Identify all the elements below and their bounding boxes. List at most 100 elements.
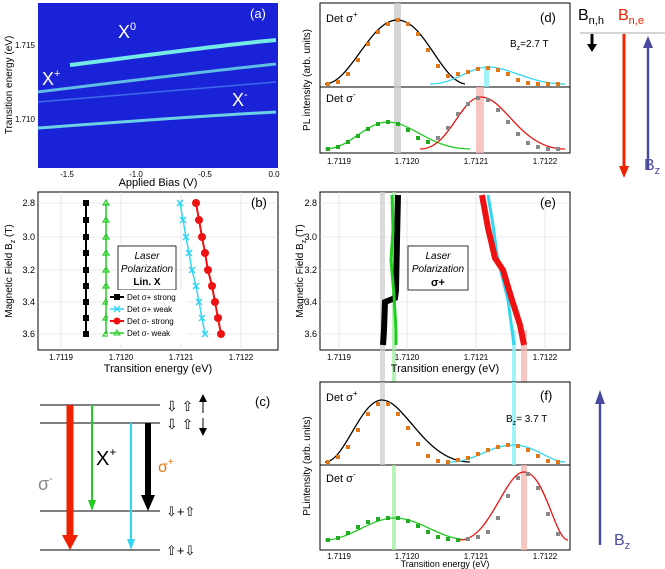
panel-a-xtick-00: 0.0: [268, 170, 280, 179]
panel-f-field: Bz= 3.7 T: [506, 414, 547, 427]
panel-e-xtick-0: 1.7119: [327, 353, 351, 362]
panel-e-ytick-1: 3.0: [304, 232, 317, 242]
panel-e-label: (e): [540, 195, 556, 210]
bz-bottom-label: Bz: [614, 532, 630, 552]
panel-f-bot-det: Det σ-: [326, 470, 356, 485]
panel-a-line-x0: [69, 38, 277, 67]
panel-c-arrow-green-head: [88, 500, 96, 511]
panel-a-ytick-1710: 1.710: [15, 115, 36, 124]
panel-f-data-bot: [326, 472, 560, 542]
panel-a: (a) X0 X+ X- 1.715 1.710 -1.5 -1.0 -0.5 …: [4, 3, 280, 189]
panel-f-cyan-band: [512, 382, 516, 465]
bz-bottom-arrow-head: [595, 390, 605, 404]
panel-f-xtick-2: 1.7121: [464, 552, 489, 561]
panel-e-xlabel: Transition energy (eV): [391, 363, 499, 375]
panel-b-ytick-4: 3.6: [22, 329, 35, 339]
panel-e-ytick-3: 3.4: [304, 297, 317, 307]
panel-b-box-line1: Laser: [134, 251, 160, 262]
panel-d-fit-bot-red: [419, 96, 566, 150]
panel-d-xtick-3: 1.7122: [533, 157, 558, 166]
panel-a-xtick-m10: -1.0: [129, 170, 143, 179]
panel-e-pink-band: [521, 330, 527, 382]
panel-c-label: (c): [255, 394, 270, 409]
panel-f-green-band: [392, 465, 396, 550]
panel-a-xtick-m15: -1.5: [60, 170, 74, 179]
panel-c-state-bot: ⇧+⇩: [166, 543, 195, 558]
panel-a-line-xplus: [37, 62, 277, 94]
panel-b-ylabel: Magnetic Field Bz (T): [4, 224, 17, 318]
panel-e-ytick-2: 3.2: [304, 265, 317, 275]
panel-f-data-top: [326, 402, 560, 464]
bnh-arrow-head: [587, 44, 597, 52]
legend-sminus-strong: Det σ- strong: [127, 317, 174, 326]
panel-b-box-line3: Lin. X: [133, 277, 161, 288]
panel-f-xtick-3: 1.7122: [533, 552, 558, 561]
panel-f: Det σ+ Det σ- (f) Bz= 3.7 T PLintensity …: [302, 381, 571, 569]
panel-e-cyan-band: [512, 330, 516, 382]
panel-b-markers-sminus-weak: [101, 198, 111, 337]
panel-d-data-top: [326, 18, 560, 86]
panel-f-ylabel: PLintensity (arb. units): [302, 416, 313, 516]
panel-e-box-line3: σ+: [431, 277, 445, 289]
panel-c-sigma-plus: σ+: [158, 457, 174, 476]
panel-b-markers-splus-strong: [83, 200, 89, 337]
bne-label: Bn,e: [618, 7, 644, 27]
panel-a-line-faint: [37, 81, 277, 103]
panel-b-xtick-1: 1.7120: [109, 353, 134, 362]
panel-d-frame: [319, 2, 571, 154]
panel-f-gray-band: [380, 382, 385, 465]
panel-e: Laser Polarization σ+ (e) 2.8 3.0 3.2 3.…: [295, 191, 571, 382]
panel-d-pink-band: [476, 87, 484, 153]
panel-f-pink-band: [521, 465, 527, 550]
panel-b-legend: Det σ+ strong Det σ+ weak Det σ- strong …: [108, 290, 188, 344]
panel-b-markers-sminus-strong: [192, 199, 225, 338]
panel-d-ylabel: PL intensity (arb. units): [302, 29, 313, 131]
panel-b-ytick-1: 3.0: [22, 232, 35, 242]
panel-b-ytick-3: 3.4: [22, 297, 35, 307]
panel-d-label: (d): [540, 10, 556, 25]
panel-e-gray-band: [380, 192, 385, 382]
panel-c-state-mid: ⇩+⇧: [166, 504, 195, 519]
panel-b-xtick-2: 1.7121: [169, 353, 194, 362]
panel-b-box-line2: Polarization: [121, 264, 174, 275]
panel-b-xtick-0: 1.7119: [49, 353, 73, 362]
panel-a-xminus-label: X-: [232, 89, 248, 110]
panel-e-xtick-3: 1.7122: [533, 353, 558, 362]
panel-a-line-xminus: [37, 110, 277, 130]
panel-a-ylabel: Transition energy (eV): [4, 36, 15, 135]
panel-c-arrow-black-head: [141, 495, 155, 511]
panel-b-markers-splus-weak: [176, 199, 209, 338]
panel-f-top-det: Det σ+: [326, 389, 358, 404]
panel-b-xlabel: Transition energy (eV): [104, 363, 212, 375]
panel-d-cyan-band: [484, 67, 489, 87]
panel-c-state-top: ⇩ ⇧: [166, 398, 193, 414]
panel-b: Laser Polarization Lin. X Det σ+ strong …: [4, 191, 279, 375]
panel-f-xtick-1: 1.7120: [395, 552, 420, 561]
panel-e-trace-green: [389, 194, 398, 345]
panel-e-xtick-2: 1.7121: [464, 353, 489, 362]
panel-a-xtick-m05: -0.5: [198, 170, 212, 179]
panel-e-ylabel: Magnetic Field Bz (T): [295, 224, 308, 318]
panel-c: (c) ⇩ ⇧ ⇩ ⇧ ⇩+⇧ ⇧+⇩ X+ σ- σ+: [38, 394, 270, 558]
right-schematic: Bn,h Bn,e Bz Bz: [578, 7, 665, 552]
panel-c-xplus: X+: [96, 445, 116, 470]
panel-d-xtick-2: 1.7121: [464, 157, 489, 166]
panel-f-fit-bot-red: [459, 471, 569, 541]
panel-e-trace-red: [479, 194, 527, 346]
panel-a-label: (a): [250, 6, 266, 21]
panel-e-box-line2: Polarization: [412, 264, 465, 275]
panel-a-x0-label: X0: [118, 21, 136, 42]
panel-d-gray-band: [394, 3, 401, 153]
panel-d-top-det: Det σ+: [326, 10, 358, 25]
bnh-label: Bn,h: [578, 7, 604, 27]
panel-d: Det σ+ Det σ- (d) Bz=2.7 T PL intensity …: [302, 2, 571, 166]
panel-b-ytick-2: 3.2: [22, 265, 35, 275]
panel-c-arrow-red-head: [62, 535, 78, 550]
bne-arrow-head: [619, 166, 629, 178]
panel-a-xlabel: Applied Bias (V): [119, 177, 198, 189]
panel-a-ytick-1715: 1.715: [15, 41, 36, 50]
panel-f-xlabel: Transition energy (eV): [401, 559, 490, 569]
panel-c-arrow-cyan-head: [127, 539, 135, 550]
panel-f-label: (f): [540, 388, 552, 403]
